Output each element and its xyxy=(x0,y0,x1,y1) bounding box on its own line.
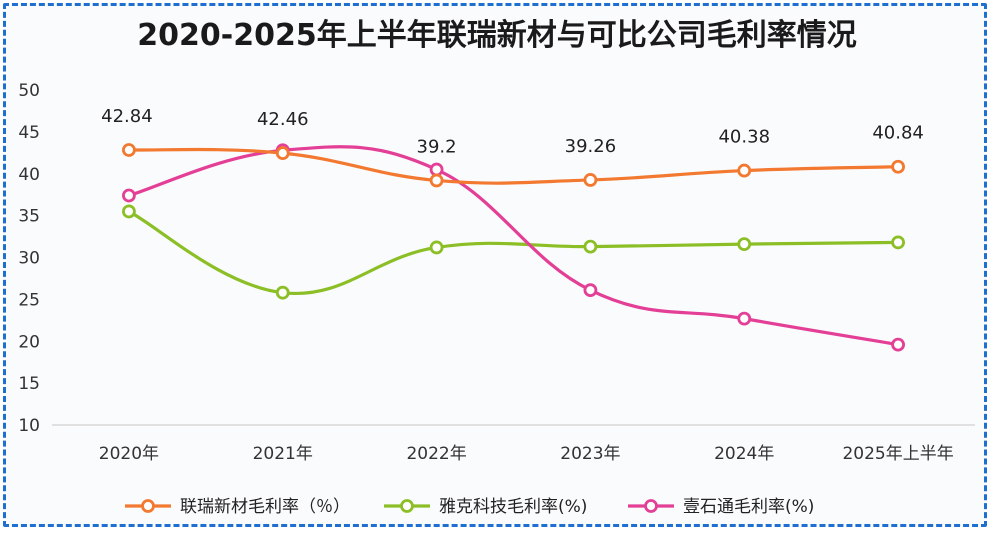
data-point xyxy=(891,159,905,174)
series-lines xyxy=(127,145,900,347)
data-point xyxy=(737,237,752,252)
data-label: 42.46 xyxy=(257,109,309,130)
x-tick-label: 2025年上半年 xyxy=(842,444,953,464)
x-tick-label: 2023年 xyxy=(560,444,620,464)
x-tick-label: 2024年 xyxy=(714,444,774,464)
y-tick-label: 20 xyxy=(18,332,40,352)
data-labels: 42.84 42.46 39.2 39.26 40.38 40.84 xyxy=(101,106,924,157)
y-tick-label: 40 xyxy=(18,165,40,185)
y-tick-label: 45 xyxy=(18,123,40,143)
chart-title: 2020-2025年上半年联瑞新材与可比公司毛利率情况 xyxy=(137,18,856,53)
data-point xyxy=(583,173,598,187)
data-label: 40.38 xyxy=(718,127,770,148)
series-line xyxy=(127,209,900,296)
data-label: 40.84 xyxy=(872,123,924,144)
legend-marker xyxy=(400,499,414,513)
data-point xyxy=(429,162,444,177)
legend-marker xyxy=(141,499,155,513)
series-points xyxy=(122,143,905,352)
y-tick-label: 10 xyxy=(18,416,40,436)
data-label: 39.26 xyxy=(565,136,617,157)
data-point xyxy=(891,337,905,352)
x-tick-label: 2020年 xyxy=(99,444,159,464)
y-tick-label: 35 xyxy=(18,207,40,227)
series-line xyxy=(127,145,900,347)
data-label: 39.2 xyxy=(417,136,457,157)
data-point xyxy=(275,146,290,161)
y-tick-label: 25 xyxy=(18,290,40,310)
data-point xyxy=(429,240,444,255)
x-tick-label: 2021年 xyxy=(253,444,313,464)
legend-label: 雅克科技毛利率(%) xyxy=(439,497,587,517)
chart-frame xyxy=(3,3,987,527)
y-tick-label: 15 xyxy=(18,374,40,394)
data-point xyxy=(275,285,290,300)
data-point xyxy=(122,188,136,203)
axes: 10 15 20 25 30 35 40 45 50 2020年 2021年 2022年 2023年 20… xyxy=(18,81,975,464)
legend-label: 联瑞新材毛利率（％） xyxy=(180,497,350,517)
legend-label: 壹石通毛利率(%) xyxy=(683,497,814,517)
y-tick-label: 50 xyxy=(18,81,40,101)
data-point xyxy=(122,143,136,157)
y-tick-label: 30 xyxy=(18,249,40,269)
series-line xyxy=(127,147,900,185)
legend: 联瑞新材毛利率（％） 雅克科技毛利率(%) 壹石通毛利率(%) xyxy=(125,497,814,517)
data-point xyxy=(583,283,598,298)
x-tick-label: 2022年 xyxy=(406,444,466,464)
data-point xyxy=(122,204,136,219)
data-point xyxy=(429,173,444,188)
legend-marker xyxy=(644,499,658,513)
data-point xyxy=(737,311,752,326)
data-point xyxy=(891,235,905,250)
data-label: 42.84 xyxy=(101,106,153,127)
data-point xyxy=(737,163,752,178)
data-point xyxy=(583,239,598,254)
